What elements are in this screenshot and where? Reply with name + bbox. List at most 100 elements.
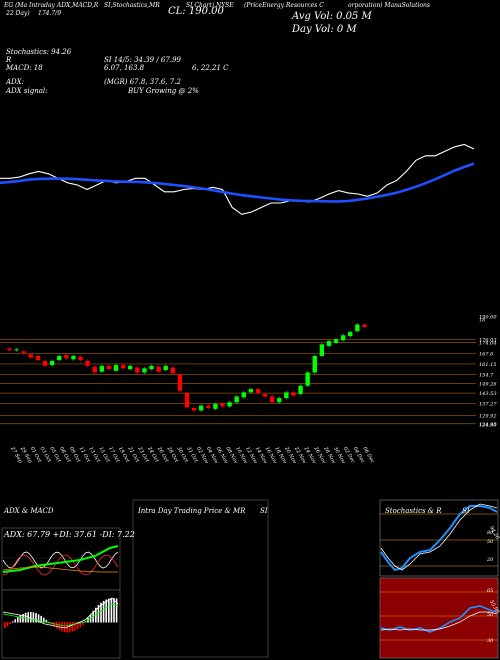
candle-body-15	[113, 365, 119, 371]
adx-signal-line	[2, 566, 118, 573]
price-label-9: 137.27	[479, 401, 497, 407]
macd-bar-7	[22, 613, 24, 623]
adx-panel-title: ADX & MACD	[4, 507, 54, 515]
candle-body-1	[14, 349, 19, 351]
adx-values: (MGR) 67.8, 37.6, 7.2	[104, 78, 181, 86]
adx-plus-di-line	[2, 551, 119, 569]
macd-values2: 6, 22.21 C	[192, 64, 229, 72]
candle-body-22	[163, 365, 168, 370]
macd-bar-25	[69, 622, 71, 633]
candle-body-29	[213, 403, 218, 409]
price-line	[0, 143, 475, 215]
adx-readout: ADX: 67.79 +DI: 37.61 -DI: 7.22	[4, 530, 135, 539]
macd-bar-12	[35, 613, 37, 623]
candle-body-38	[277, 398, 282, 403]
candle-body-47	[340, 335, 346, 341]
macd-bar-29	[79, 622, 81, 628]
stoch-tick-20: 20	[487, 557, 494, 563]
candle-body-28	[206, 405, 211, 409]
candle-body-48	[348, 331, 353, 337]
candle-body-16	[120, 365, 126, 369]
header-line1c: SI Chart) NYSE	[186, 2, 234, 9]
adx-minus-di-line	[2, 554, 119, 576]
macd-bar-8	[24, 612, 27, 623]
candle-body-34	[248, 389, 254, 393]
macd-bar-39	[105, 599, 107, 623]
macd-values: 6.07, 163.8	[104, 64, 145, 72]
candle-body-21	[156, 366, 161, 372]
price-label-7: 149.26	[479, 382, 497, 388]
macd-bar-4	[14, 619, 16, 623]
macd-bar-14	[40, 615, 42, 623]
macd-bar-37	[100, 602, 102, 623]
price-label-1: 18	[479, 318, 485, 324]
price-label-4: 167.6	[479, 351, 494, 357]
candle-body-14	[106, 365, 112, 370]
candle-body-43	[312, 355, 317, 373]
candle-body-8	[64, 355, 69, 359]
candle-body-41	[298, 385, 303, 394]
candle-body-49	[355, 324, 360, 332]
candle-body-36	[262, 393, 268, 397]
candle-body-18	[135, 367, 140, 373]
stoch-d-line	[380, 503, 498, 571]
candlesticks	[7, 323, 367, 412]
price-label-8: 143.53	[479, 391, 497, 397]
support-levels	[0, 339, 476, 425]
r-label: R	[6, 56, 12, 64]
candle-body-37	[269, 396, 275, 403]
rsi-tick-50: 50	[487, 612, 494, 618]
candle-body-7	[57, 355, 62, 361]
candle-body-5	[42, 360, 48, 366]
candle-body-20	[149, 365, 154, 370]
candle-body-45	[326, 341, 332, 347]
candle-body-6	[49, 360, 55, 366]
stoch-panel-frame	[379, 499, 499, 577]
macd-bar-16	[45, 619, 48, 623]
stoch-tick-50: 50	[487, 539, 494, 545]
header-line2: 22 Day)	[6, 10, 30, 17]
price-label-3: 174.04	[479, 341, 497, 347]
macd-bar-26	[71, 622, 74, 632]
macd-label: MACD: 18	[6, 64, 43, 72]
header-line1b: SI,Stochastics,MR	[104, 2, 160, 9]
adx-signal-label: ADX signal:	[6, 87, 48, 95]
macd-bar-30	[82, 622, 84, 626]
candle-body-26	[191, 408, 197, 411]
macd-bar-43	[115, 598, 118, 623]
macd-bar-20	[56, 622, 58, 629]
price-label-5: 161.15	[479, 362, 497, 368]
candle-body-2	[21, 351, 26, 354]
stoch-lines	[380, 503, 498, 572]
candle-body-42	[305, 372, 310, 386]
close-price: CL: 190.00	[168, 6, 224, 17]
intraday-panel-frame	[132, 499, 269, 658]
candle-body-13	[99, 365, 105, 372]
macd-bar-36	[97, 604, 100, 623]
macd-bar-38	[102, 600, 105, 623]
candle-body-32	[234, 396, 239, 403]
price-label-0: 190.00	[479, 314, 497, 320]
candle-body-3	[28, 354, 34, 358]
ma-line	[0, 162, 475, 203]
price-label-2: 176.03	[479, 337, 497, 343]
macd-bar-0	[4, 622, 6, 629]
rsi-line	[380, 605, 498, 633]
avg-volume: Avg Vol: 0.05 M	[292, 11, 372, 22]
macd-bar-15	[43, 617, 45, 623]
header-line1d: (PriceEnergy Resources C	[244, 2, 324, 9]
candle-body-33	[241, 392, 246, 398]
macd-panel-frame	[1, 589, 121, 659]
candle-body-10	[78, 356, 83, 361]
intraday-panel	[132, 499, 269, 658]
macd-bar-3	[11, 621, 14, 623]
candle-body-35	[255, 389, 261, 394]
candle-body-31	[227, 402, 232, 407]
price-label-11: 124.95	[479, 422, 497, 428]
adx-label: ADX:	[6, 78, 25, 86]
stoch-panel-title: Stochastics & R	[385, 507, 442, 515]
